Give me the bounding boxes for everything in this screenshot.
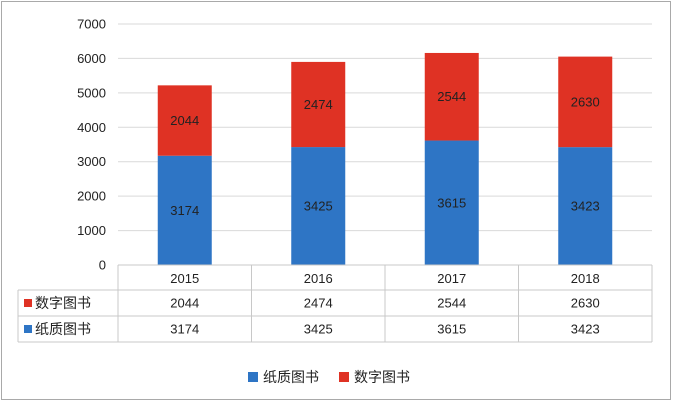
table-cell: 2474 xyxy=(304,296,333,311)
table-cell: 3425 xyxy=(304,322,333,337)
bar-segment xyxy=(424,52,479,141)
table-cell: 3615 xyxy=(437,322,466,337)
table-cell: 2630 xyxy=(571,296,600,311)
category-label: 2017 xyxy=(437,271,466,286)
category-label: 2016 xyxy=(304,271,333,286)
y-axis-ticks: 0 1000 2000 3000 4000 5000 6000 7000 xyxy=(77,17,106,273)
bar-segment xyxy=(558,147,613,265)
data-label: 3615 xyxy=(437,195,466,210)
legend-label: 纸质图书 xyxy=(263,370,319,386)
table-cell: 3423 xyxy=(571,322,600,337)
y-tick-label: 0 xyxy=(99,258,106,273)
legend-swatch xyxy=(248,372,258,382)
y-tick-label: 4000 xyxy=(77,120,106,135)
y-tick-label: 6000 xyxy=(77,51,106,66)
bar-segment xyxy=(558,56,613,148)
bar-segment xyxy=(157,155,212,265)
bar-segment xyxy=(291,61,346,148)
table-cell: 3174 xyxy=(170,322,199,337)
table-cell: 2544 xyxy=(437,296,466,311)
legend: 纸质图书 数字图书 xyxy=(248,370,410,386)
table-series-name: 纸质图书 xyxy=(35,322,91,338)
bar-segment xyxy=(291,147,346,265)
data-label: 2544 xyxy=(437,89,466,104)
table-series-key xyxy=(24,325,32,333)
data-label: 2044 xyxy=(170,113,199,128)
data-label: 3425 xyxy=(304,199,333,214)
bar-segment xyxy=(424,140,479,265)
legend-label: 数字图书 xyxy=(354,370,410,386)
category-label: 2015 xyxy=(170,271,199,286)
y-tick-label: 1000 xyxy=(77,223,106,238)
bars: 3174 2044 3425 2474 3615 2544 3423 2630 xyxy=(157,52,613,265)
table-series-key xyxy=(24,299,32,307)
bar-segment xyxy=(157,85,212,156)
data-label: 3174 xyxy=(170,203,199,218)
data-label: 2474 xyxy=(304,97,333,112)
data-table: 2015 2016 2017 2018 数字图书 2044 2474 2544 2630 纸质图书… xyxy=(17,264,653,343)
y-tick-label: 3000 xyxy=(77,154,106,169)
y-tick-label: 5000 xyxy=(77,85,106,100)
y-tick-label: 7000 xyxy=(77,17,106,32)
table-cell: 2044 xyxy=(170,296,199,311)
data-label: 3423 xyxy=(571,199,600,214)
table-series-name: 数字图书 xyxy=(35,296,91,312)
data-label: 2630 xyxy=(571,94,600,109)
category-label: 2018 xyxy=(571,271,600,286)
y-tick-label: 2000 xyxy=(77,189,106,204)
legend-swatch xyxy=(339,372,349,382)
